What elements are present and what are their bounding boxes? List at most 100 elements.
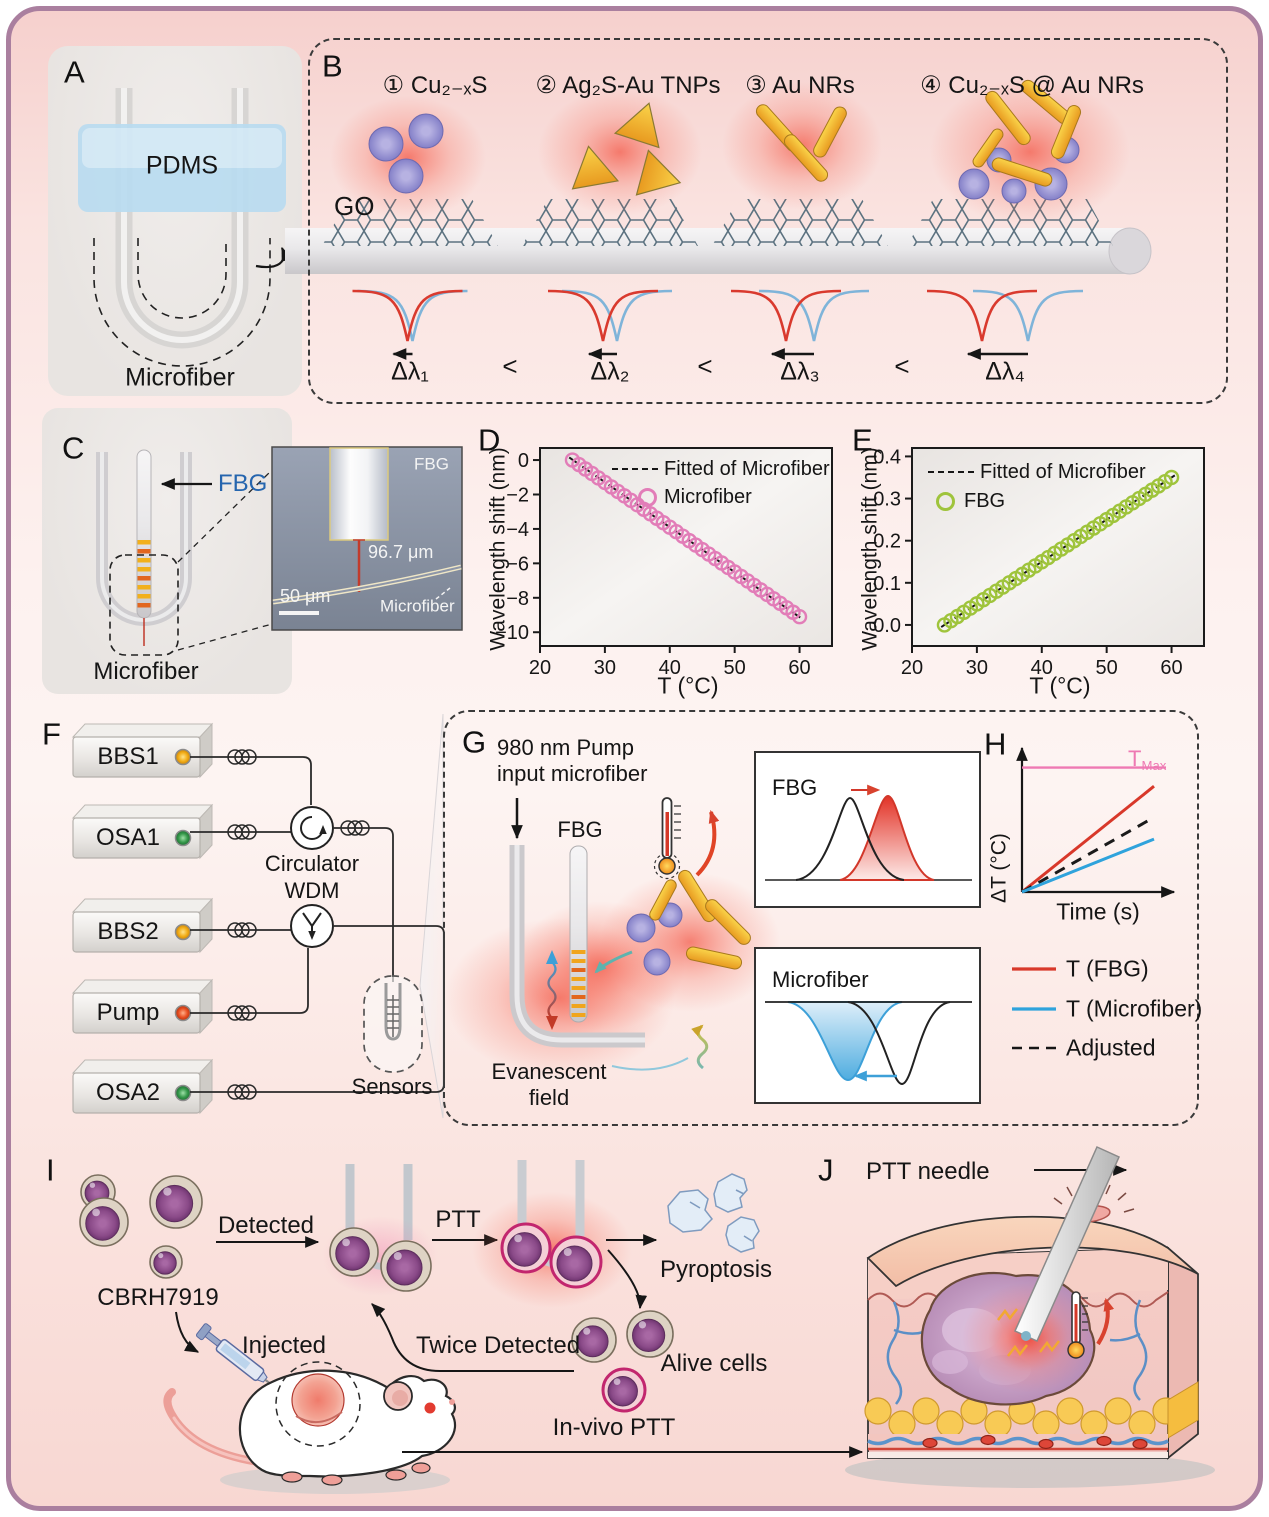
panel-letter-e: E <box>852 422 873 458</box>
panel-b-nanoparticles <box>330 78 1130 226</box>
resonance-dip-shifts <box>352 289 1084 360</box>
device-pump-label: Pump <box>96 999 160 1026</box>
panel-letter-h: H <box>984 726 1007 762</box>
less-than-2: < <box>697 351 713 381</box>
svg-text:−6: −6 <box>506 553 529 575</box>
device-bbs2-label: BBS2 <box>97 918 159 945</box>
ptt-needle-shaft <box>1014 1146 1120 1342</box>
pyroptosis-label: Pyroptosis <box>659 1256 773 1283</box>
zoom-arrow-a-to-b <box>255 246 293 269</box>
legend-t-microfiber: T (Microfiber) <box>1066 995 1203 1022</box>
mouse-eye <box>424 1402 436 1414</box>
chart-e-legend-fit-label: Fitted of Microfiber <box>980 461 1146 483</box>
chart-e-fbg: 20 30 40 50 60 0.0 0.1 0.2 0.3 0.4 <box>873 446 1205 679</box>
chart-d-microfiber: 20 30 40 50 60 0 −2 −4 −6 −8 −10 <box>495 447 833 679</box>
svg-text:60: 60 <box>788 657 810 679</box>
material-1-label: ① Cu₂₋ₓS <box>382 72 488 99</box>
chart-d-legend-marker-label: Microfiber <box>664 486 752 508</box>
inset-scale-label: 50 μm <box>280 586 331 606</box>
svg-text:20: 20 <box>901 657 923 679</box>
chart-e-ylabel: Wavelength shift (nm) <box>858 447 882 651</box>
panel-letter-c: C <box>62 430 85 466</box>
dashed-bend-outline-outer <box>93 238 271 367</box>
panel-letter-j: J <box>818 1152 834 1188</box>
svg-text:0.3: 0.3 <box>873 489 901 511</box>
chart-h-xlabel: Time (s) <box>1056 898 1140 925</box>
svg-text:50: 50 <box>1096 657 1118 679</box>
svg-text:20: 20 <box>529 657 551 679</box>
device-osa1-label: OSA1 <box>95 824 161 851</box>
heated-cells-on-fiber <box>500 1222 603 1289</box>
svg-text:0: 0 <box>518 450 529 472</box>
panel-letter-f: F <box>42 716 61 752</box>
fat-layer <box>864 1397 1180 1438</box>
heating-arrow <box>695 809 720 877</box>
inset-fbg-title: FBG <box>772 775 818 800</box>
ptt-needle-label: PTT needle <box>866 1158 990 1185</box>
delta-lambda-2: Δλ₂ <box>590 357 630 386</box>
svg-text:−10: −10 <box>495 622 529 644</box>
panel-g-graphic <box>445 751 981 1104</box>
ptt-label: PTT <box>435 1206 481 1233</box>
pdms-label: PDMS <box>145 151 219 180</box>
panel-letter-b: B <box>322 48 343 84</box>
panel-j-graphic <box>845 1146 1215 1488</box>
device-bbs1-label: BBS1 <box>97 743 159 770</box>
chart-e-legend-fit-sample <box>928 471 974 473</box>
cells-on-fiber <box>329 1227 432 1292</box>
syringe-icon <box>195 1323 281 1392</box>
chart-d-legend-fit-sample <box>612 468 658 470</box>
chart-h-ylabel: ΔT (°C) <box>987 833 1011 903</box>
svg-text:60: 60 <box>1160 657 1182 679</box>
sensors-label: Sensors <box>351 1074 433 1099</box>
inset-fbg-label: FBG <box>414 454 449 474</box>
svg-text:0.2: 0.2 <box>873 531 901 553</box>
twice-detected-label: Twice Detected <box>415 1332 581 1359</box>
cell-line-label: CBRH7919 <box>97 1284 219 1311</box>
dashed-tip-outline <box>109 554 179 656</box>
wdm-label: WDM <box>284 878 340 903</box>
panel-letter-g: G <box>462 724 487 760</box>
mouse-illustration <box>163 1361 457 1494</box>
graphene-oxide-mesh <box>322 199 1113 246</box>
pump-text-line1: 980 nm Pump <box>497 735 634 760</box>
chart-h-schematic <box>1016 746 1176 898</box>
pdms-block <box>78 124 286 212</box>
go-label: GO <box>334 191 375 221</box>
chart-d-ylabel: Wavelength shift (nm) <box>486 447 510 651</box>
fbg-spectrum-inset <box>754 751 981 908</box>
material-4-label: ④ Cu₂₋ₓS @ Au NRs <box>920 72 1144 99</box>
svg-text:0.1: 0.1 <box>873 573 901 595</box>
delta-lambda-1: Δλ₁ <box>391 357 429 386</box>
svg-text:−2: −2 <box>506 484 529 506</box>
tmax-label: TMax <box>1128 745 1167 773</box>
panel-a-graphic <box>78 88 293 367</box>
panel-f-setup <box>71 713 445 1119</box>
chart-d-legend-fit-label: Fitted of Microfiber <box>664 458 830 480</box>
panel-c-graphic <box>96 446 463 656</box>
chart-d-xlabel: T (°C) <box>657 672 719 699</box>
fbg-label-g: FBG <box>557 817 603 842</box>
scale-bar <box>279 611 319 615</box>
panel-letter-a: A <box>64 54 85 90</box>
svg-text:30: 30 <box>966 657 988 679</box>
detected-label: Detected <box>217 1212 315 1239</box>
chart-e-legend-marker-sample <box>936 492 955 511</box>
dashed-bend-outline-inner <box>137 238 227 319</box>
delta-lambda-4: Δλ₄ <box>985 357 1025 386</box>
inset-microfiber-label: Microfiber <box>380 596 455 616</box>
chart-d-legend-marker-sample <box>638 488 657 507</box>
less-than-1: < <box>502 351 518 381</box>
injected-label: Injected <box>241 1332 327 1359</box>
svg-text:40: 40 <box>659 657 681 679</box>
microfiber-label-c: Microfiber <box>93 658 199 685</box>
svg-text:40: 40 <box>1031 657 1053 679</box>
alive-cells-group <box>571 1310 674 1413</box>
material-3-label: ③ Au NRs <box>745 72 855 99</box>
panel-letter-d: D <box>478 422 501 458</box>
legend-t-fbg: T (FBG) <box>1066 955 1149 982</box>
legend-adjusted: Adjusted <box>1066 1034 1156 1061</box>
device-osa2-label: OSA2 <box>95 1079 161 1106</box>
